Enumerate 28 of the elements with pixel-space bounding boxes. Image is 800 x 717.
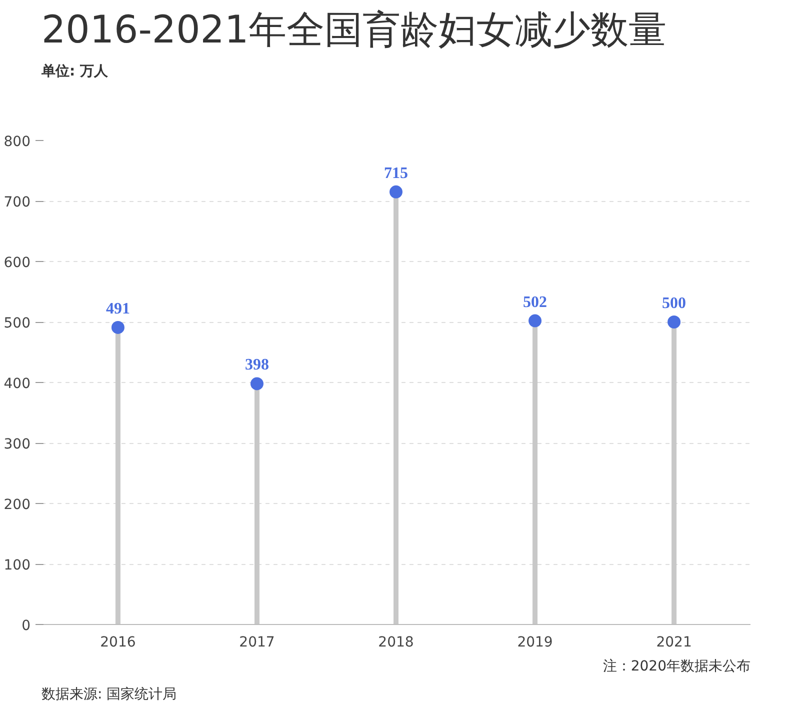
chart-title: 2016-2021年全国育龄妇女减少数量 xyxy=(42,8,667,52)
data-label: 715 xyxy=(384,164,408,182)
y-tick-label: 200 xyxy=(4,497,31,513)
text: 注：2020年数据未公布 xyxy=(602,658,751,674)
x-tick-label: 2018 xyxy=(378,634,414,650)
y-tick-label: 800 xyxy=(4,134,31,150)
data-label: 491 xyxy=(106,300,130,318)
y-tick-label: 0 xyxy=(22,618,31,634)
x-tick-label: 2017 xyxy=(239,634,275,650)
point xyxy=(528,314,542,328)
x-tick-label: 2021 xyxy=(656,634,692,650)
data-label: 502 xyxy=(523,294,548,311)
x-tick-label: 2019 xyxy=(517,634,553,650)
point xyxy=(390,185,402,198)
point xyxy=(668,316,681,328)
point xyxy=(111,320,124,334)
y-tick-label: 300 xyxy=(4,436,31,452)
y-tick-label: 700 xyxy=(4,194,31,210)
y-tick-label: 400 xyxy=(4,376,31,392)
point xyxy=(250,377,264,390)
data-label: 398 xyxy=(244,356,269,374)
x-tick-label: 2016 xyxy=(100,634,136,650)
y-tick-label: 500 xyxy=(4,316,31,332)
y-tick-label: 600 xyxy=(4,255,31,271)
data-label: 500 xyxy=(662,295,686,312)
chart-subtitle: 单位: 万人 xyxy=(40,64,109,80)
source-note: 数据来源: 国家统计局 xyxy=(42,686,177,702)
y-tick-label: 100 xyxy=(4,558,31,574)
